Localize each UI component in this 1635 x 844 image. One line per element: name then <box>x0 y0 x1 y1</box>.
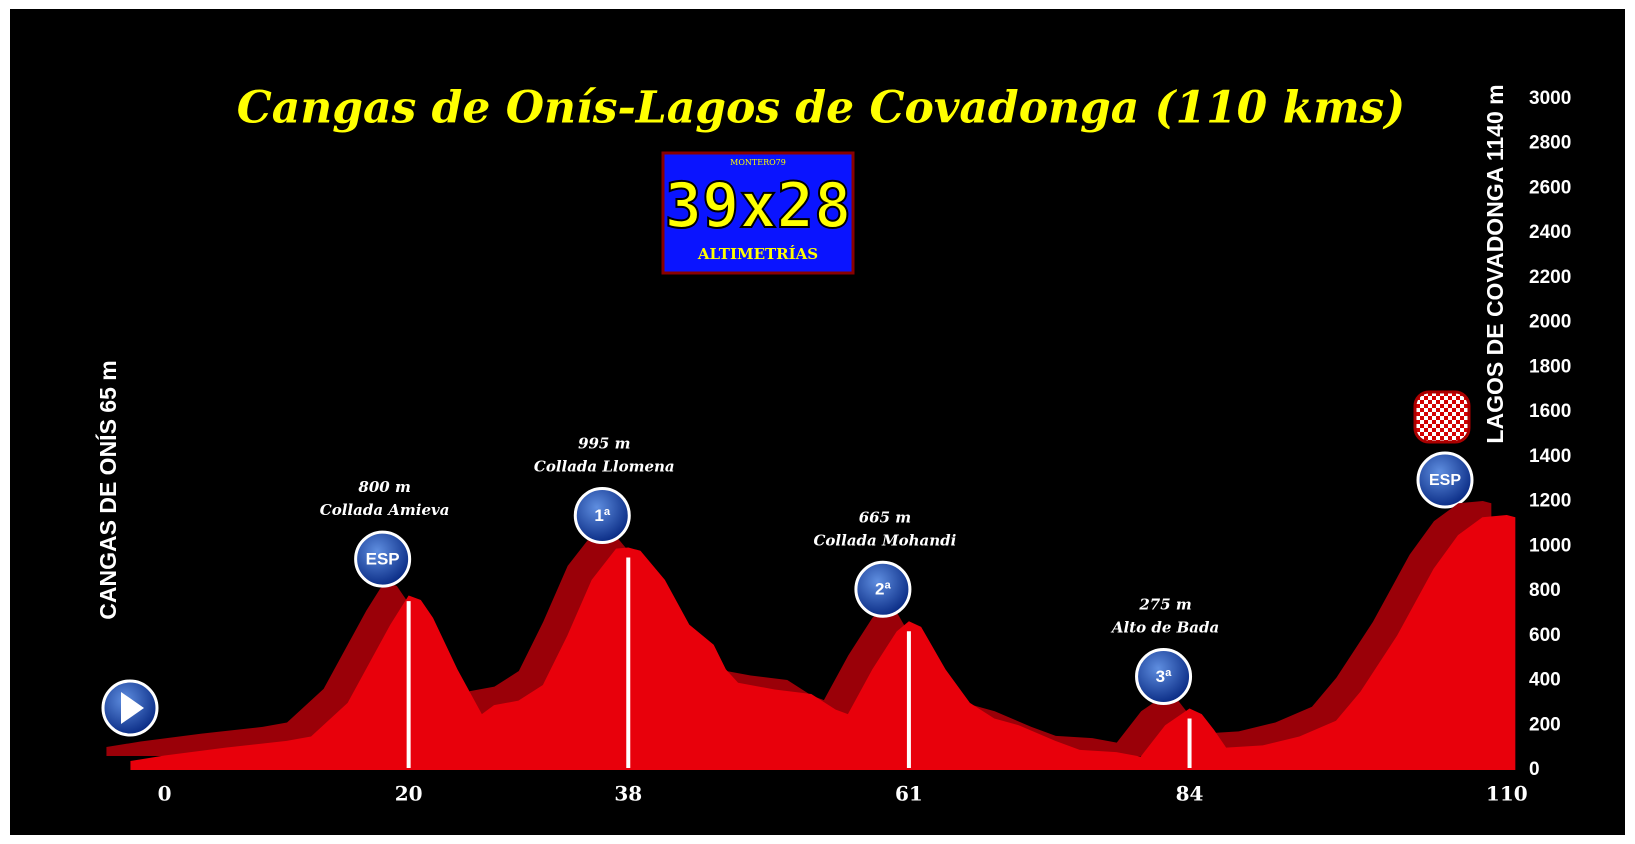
start-label: CANGAS DE ONÍS 65 m <box>94 360 121 619</box>
climb-badge <box>1135 647 1193 705</box>
climb-name: Collada Mohandi <box>813 531 956 549</box>
y-tick-label: 800 <box>1529 580 1561 601</box>
start-badge <box>101 679 159 737</box>
start-arrow <box>121 692 144 724</box>
y-tick-label: 2600 <box>1529 177 1571 198</box>
x-tick-label: 0 <box>158 782 172 806</box>
climb-name: Collada Amieva <box>320 501 450 519</box>
y-tick-label: 1000 <box>1529 535 1571 556</box>
finish-flag <box>1413 390 1471 444</box>
y-tick-label: 2800 <box>1529 133 1571 154</box>
x-tick-label: 20 <box>395 782 423 806</box>
climb-category: 1ª <box>594 506 610 525</box>
climb-category: 3ª <box>1156 667 1172 686</box>
finish-flag-icon <box>1413 390 1471 444</box>
x-tick-label: 38 <box>614 782 642 806</box>
y-tick-label: 2000 <box>1529 312 1571 333</box>
y-tick-label: 2200 <box>1529 267 1571 288</box>
climb-altitude: 665 m <box>859 508 911 526</box>
climb-badge <box>854 560 912 618</box>
y-tick-label: 400 <box>1529 670 1561 691</box>
logo: MONTERO79 39x28 ALTIMETRÍAS <box>661 151 855 275</box>
y-tick-label: 200 <box>1529 714 1561 735</box>
climb-altitude: 800 m <box>358 478 410 496</box>
climb-badge <box>354 530 412 588</box>
climb-category: 2ª <box>875 580 891 599</box>
x-tick-label: 110 <box>1486 782 1528 806</box>
climb-badge <box>573 486 631 544</box>
climb-category: ESP <box>366 550 400 569</box>
profile-area <box>130 515 1516 770</box>
y-tick-label: 1600 <box>1529 401 1571 422</box>
climb-name: Alto de Bada <box>1110 618 1219 636</box>
finish-label: LAGOS DE COVADONGA 1140 m <box>1482 84 1508 443</box>
y-tick-label: 2400 <box>1529 222 1571 243</box>
finish-badge-text: ESP <box>1429 472 1461 489</box>
finish-badge-circle <box>1416 451 1474 509</box>
climb-name: Collada Llomena <box>534 457 675 475</box>
y-tick-label: 1800 <box>1529 356 1571 377</box>
y-tick-label: 1400 <box>1529 446 1571 467</box>
climb-altitude: 995 m <box>578 434 630 452</box>
logo-bottom: ALTIMETRÍAS <box>697 245 818 263</box>
x-tick-label: 84 <box>1176 782 1204 806</box>
climb-altitude: 275 m <box>1138 595 1191 613</box>
y-tick-label: 3000 <box>1529 88 1571 109</box>
logo-box <box>661 151 855 275</box>
logo-top: MONTERO79 <box>730 158 786 167</box>
x-tick-label: 61 <box>895 782 923 806</box>
y-tick-label: 1200 <box>1529 491 1571 512</box>
chart-title: Cangas de Onís-Lagos de Covadonga (110 k… <box>237 83 1406 134</box>
logo-main: 39x28 <box>665 169 852 242</box>
y-tick-label: 0 <box>1529 759 1540 780</box>
y-tick-label: 600 <box>1529 625 1561 646</box>
